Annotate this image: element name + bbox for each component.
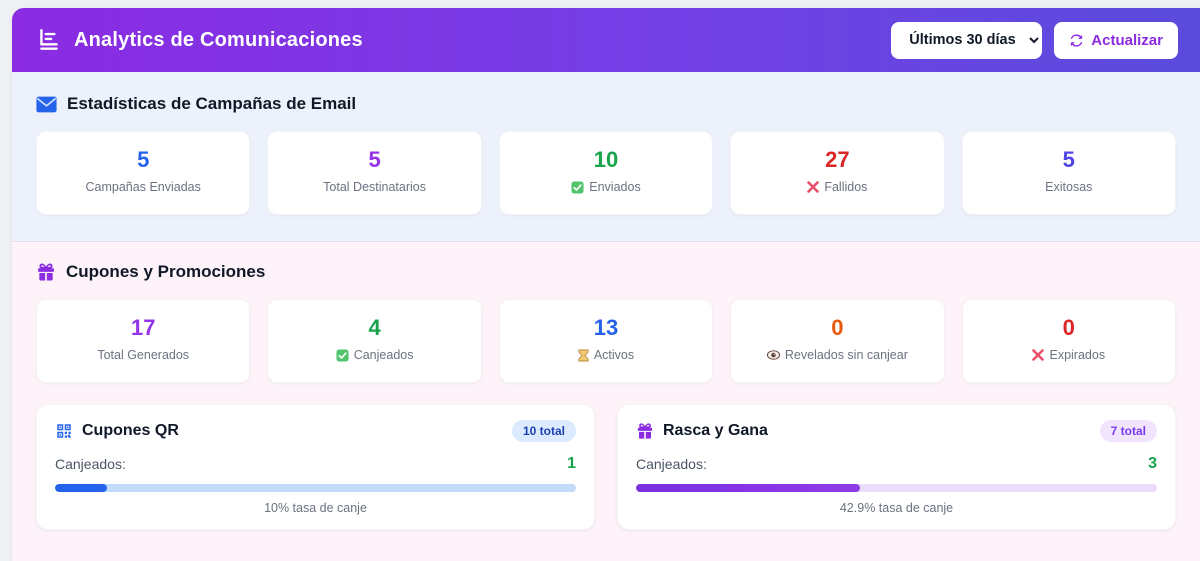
hourglass-icon: [578, 349, 589, 362]
qr-coupons-card: Cupones QR 10 total Canjeados: 1 10% tas…: [36, 404, 595, 530]
gift-icon: [636, 422, 654, 440]
stat-card-activos: 13 Activos: [498, 299, 714, 383]
analytics-panel: Analytics de Comunicaciones Últimos 30 d…: [12, 8, 1200, 561]
envelope-icon: [36, 96, 57, 113]
stat-value: 10: [593, 147, 619, 172]
scratch-win-card: Rasca y Gana 7 total Canjeados: 3 42.9% …: [617, 404, 1176, 530]
x-icon: [807, 181, 820, 193]
stat-value: 5: [1062, 147, 1075, 172]
header: Analytics de Comunicaciones Últimos 30 d…: [12, 8, 1200, 72]
stat-value: 27: [825, 147, 850, 172]
gift-icon: [36, 262, 56, 282]
stat-label: Fallidos: [739, 180, 935, 194]
x-icon: [1032, 349, 1045, 361]
stat-value: 17: [130, 315, 156, 340]
scratch-redeemed-label: Canjeados:: [636, 456, 707, 472]
eye-icon: [766, 350, 780, 360]
stat-label: Activos: [508, 348, 704, 362]
stat-card-revelados: 0 Revelados sin canjear: [730, 299, 945, 383]
qr-redeemed-value: 1: [567, 455, 576, 472]
stat-label: Total Generados: [97, 348, 190, 362]
scratch-card-title: Rasca y Gana: [663, 422, 768, 439]
qr-code-icon: [55, 422, 73, 440]
stat-card-campanas-enviadas: 5 Campañas Enviadas: [36, 131, 251, 215]
qr-card-title: Cupones QR: [82, 422, 179, 439]
refresh-button-label: Actualizar: [1091, 31, 1163, 49]
scratch-rate-caption: 42.9% tasa de canje: [839, 501, 954, 515]
stat-value: 5: [368, 147, 381, 172]
period-select[interactable]: Últimos 30 días: [891, 21, 1043, 59]
coupons-section-title: Cupones y Promociones: [66, 262, 266, 281]
qr-total-badge: 10 total: [511, 420, 576, 442]
qr-rate-caption: 10% tasa de canje: [264, 501, 367, 515]
email-stats-section: Estadísticas de Campañas de Email 5 Camp…: [12, 72, 1200, 242]
refresh-icon: [1069, 33, 1084, 48]
refresh-button[interactable]: Actualizar: [1054, 21, 1178, 59]
stat-value: 5: [137, 147, 150, 172]
scratch-redeemed-value: 3: [1148, 455, 1157, 472]
coupon-stats-grid: 17 Total Generados 4 Canjeados 13: [36, 299, 1176, 383]
scratch-progress-fill: [636, 484, 860, 492]
stat-card-total-generados: 17 Total Generados: [36, 299, 251, 383]
stat-value: 0: [1062, 315, 1075, 340]
page-title: Analytics de Comunicaciones: [74, 28, 363, 51]
stat-value: 13: [593, 315, 619, 340]
stat-card-exitosas: 5 Exitosas: [961, 131, 1176, 215]
stat-label: Total Destinatarios: [323, 180, 426, 194]
qr-progress-bar: [55, 484, 576, 492]
stat-label: Canjeados: [276, 348, 472, 362]
stat-label: Enviados: [508, 180, 704, 194]
stat-card-total-destinatarios: 5 Total Destinatarios: [267, 131, 482, 215]
email-stats-grid: 5 Campañas Enviadas 5 Total Destinatario…: [36, 131, 1176, 215]
stat-card-enviados: 10 Enviados: [498, 131, 714, 215]
coupons-section: Cupones y Promociones 17 Total Generados…: [12, 242, 1200, 561]
stat-label: Expirados: [971, 348, 1167, 362]
qr-redeemed-label: Canjeados:: [55, 456, 126, 472]
stat-card-expirados: 0 Expirados: [961, 299, 1176, 383]
stat-label: Revelados sin canjear: [739, 348, 935, 362]
bar-chart-icon: [36, 27, 62, 53]
stat-label: Exitosas: [1045, 180, 1093, 194]
coupon-detail-cards: Cupones QR 10 total Canjeados: 1 10% tas…: [36, 404, 1176, 530]
stat-card-canjeados: 4 Canjeados: [267, 299, 482, 383]
check-icon: [571, 180, 584, 194]
check-icon: [336, 348, 349, 362]
qr-progress-fill: [55, 484, 108, 492]
email-section-title: Estadísticas de Campañas de Email: [67, 94, 357, 113]
stat-label: Campañas Enviadas: [85, 180, 201, 194]
stat-value: 0: [831, 315, 844, 340]
scratch-progress-bar: [636, 484, 1157, 492]
scratch-total-badge: 7 total: [1099, 420, 1157, 442]
stat-card-fallidos: 27 Fallidos: [730, 131, 945, 215]
stat-value: 4: [368, 315, 381, 340]
